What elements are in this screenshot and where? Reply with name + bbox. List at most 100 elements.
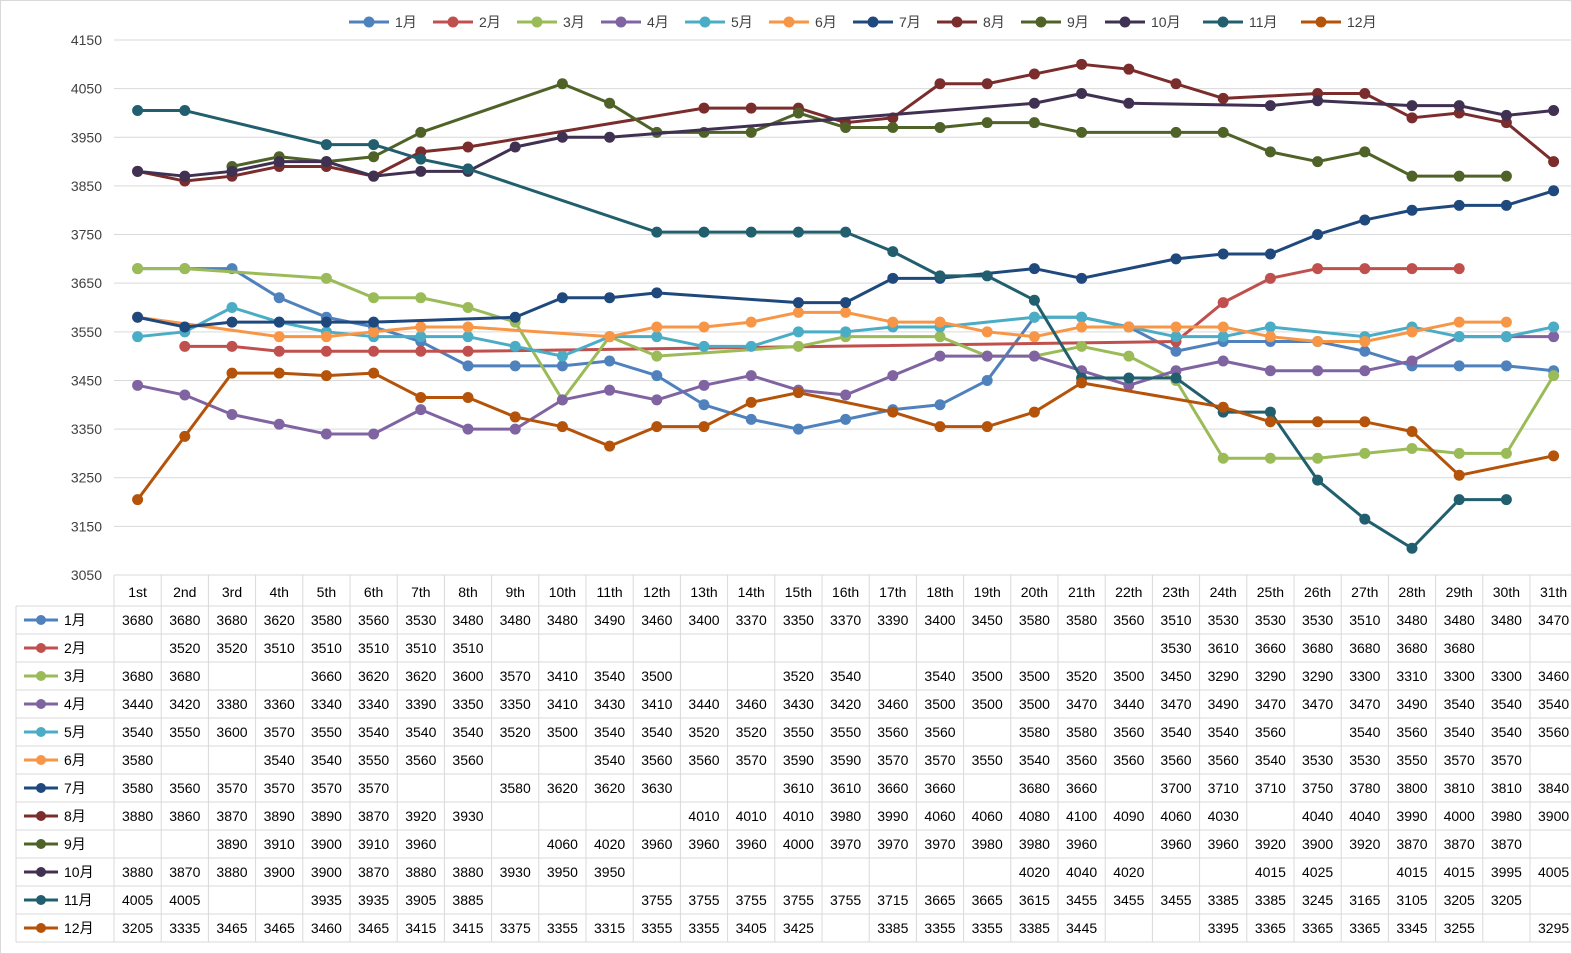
table-cell-value: 3580 [1019,612,1050,628]
data-point [415,165,427,177]
data-point [415,126,427,138]
table-cell-value: 3425 [783,920,814,936]
table-cell-value: 3300 [1444,668,1475,684]
table-cell-value: 3315 [594,920,625,936]
data-point [604,97,616,109]
table-cell-value: 3420 [169,696,200,712]
data-point [1359,365,1371,377]
data-point [981,421,993,433]
table-cell-value: 3365 [1349,920,1380,936]
table-cell-value: 3550 [1396,752,1427,768]
table-cell-value: 3540 [1160,724,1191,740]
table-cell-value: 3385 [1019,920,1050,936]
x-tick-label: 14th [738,584,765,600]
data-point [462,360,474,372]
data-point [1406,443,1418,455]
table-cell-value: 3355 [924,920,955,936]
data-point [934,316,946,328]
data-point [226,409,238,420]
table-cell-value: 3960 [1066,836,1097,852]
table-cell-value: 3510 [1349,612,1380,628]
y-tick-label: 3950 [71,129,102,145]
data-point [1453,263,1465,275]
data-point [1548,185,1560,197]
data-point [604,292,616,304]
data-point [415,321,427,333]
x-tick-label: 27th [1351,584,1378,600]
x-tick-label: 2nd [173,584,196,600]
table-cell-value: 3780 [1349,780,1380,796]
y-tick-label: 3850 [71,178,102,194]
table-cell-value: 3480 [1444,612,1475,628]
table-cell-value: 3680 [122,612,153,628]
data-point [1170,78,1182,90]
x-tick-label: 3rd [222,584,242,600]
table-cell-value: 3870 [358,864,389,880]
table-cell-value: 3755 [783,892,814,908]
data-point [651,287,663,299]
table-series-label: 3月 [64,668,86,684]
table-cell-value: 3540 [1255,752,1286,768]
table-cell-value: 3490 [1396,696,1427,712]
table-cell-value: 3590 [783,752,814,768]
data-point [132,165,144,177]
table-legend-key-marker [36,699,46,709]
table-cell-value: 3470 [1255,696,1286,712]
data-point [368,326,380,338]
data-point [1264,248,1276,260]
x-tick-label: 6th [364,584,383,600]
table-cell-value: 3560 [1113,752,1144,768]
data-point [179,170,191,182]
data-point [1217,92,1229,104]
table-cell-value: 3750 [1302,780,1333,796]
data-point [651,394,663,406]
data-point [1028,68,1040,80]
data-point [368,292,380,304]
table-cell-value: 3105 [1396,892,1427,908]
data-point [1359,513,1371,525]
data-point [1028,97,1040,109]
data-point [651,331,663,343]
table-series-label: 11月 [64,892,93,908]
data-point [934,270,946,282]
y-tick-label: 3250 [71,470,102,486]
data-point [1312,229,1324,241]
table-cell-value: 3500 [547,724,578,740]
legend-label: 4月 [647,14,669,30]
x-tick-label: 11th [596,584,622,600]
table-legend-key-marker [36,867,46,877]
data-point [1076,58,1088,70]
table-cell-value: 3500 [1113,668,1144,684]
table-cell-value: 3570 [264,724,295,740]
table-cell-value: 3755 [688,892,719,908]
table-cell-value: 4000 [1444,808,1475,824]
table-cell-value: 3560 [1160,752,1191,768]
y-axis: 3050 3150 3250 3350 3450 3550 3650 3750 3850 3950… [71,32,102,583]
legend-key-marker [951,16,963,28]
table-cell-value: 4040 [1349,808,1380,824]
table-cell-value: 3570 [311,780,342,796]
data-point [1028,350,1040,362]
table-cell-value: 4015 [1255,864,1286,880]
data-point [415,391,427,403]
table-cell-value: 3570 [736,752,767,768]
legend-label: 3月 [563,14,585,30]
data-point [1217,126,1229,138]
data-point [132,263,144,275]
table-cell-value: 3430 [594,696,625,712]
y-tick-label: 3150 [71,518,102,534]
table-cell-value: 3530 [405,612,436,628]
x-tick-label: 17th [879,584,906,600]
x-tick-label: 25th [1257,584,1284,600]
x-tick-label: 1st [128,584,147,600]
x-tick-label: 18th [926,584,953,600]
data-point [226,165,238,177]
data-point [226,367,238,379]
table-cell-value: 3665 [972,892,1003,908]
data-point [1028,294,1040,306]
data-point [320,272,332,284]
data-point [1123,372,1135,384]
data-point [415,153,427,165]
data-point [320,331,332,343]
data-point [132,379,144,391]
